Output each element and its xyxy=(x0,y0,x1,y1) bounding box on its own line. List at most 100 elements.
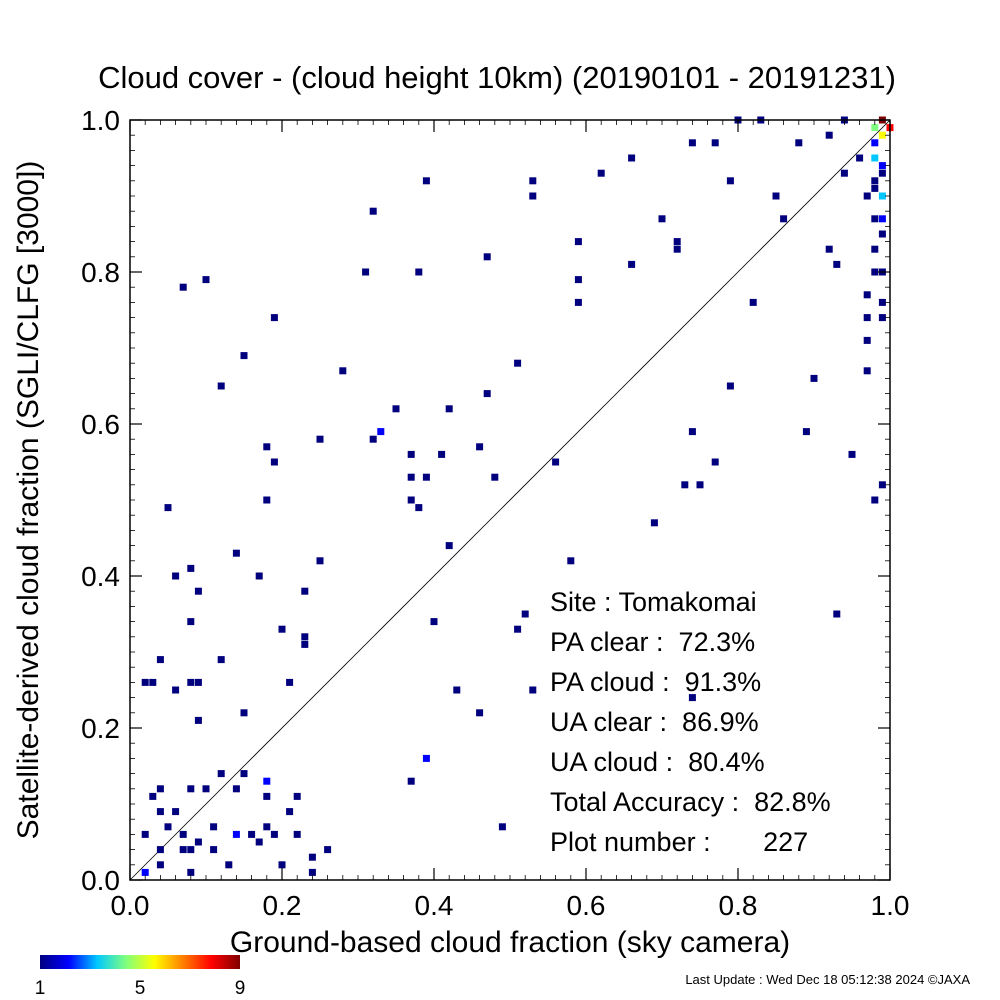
data-cell xyxy=(141,868,149,876)
data-cell xyxy=(392,405,400,413)
y-tick-labels: 0.0 0.2 0.4 0.6 0.8 1.0 xyxy=(81,105,120,896)
data-cell xyxy=(187,785,195,793)
data-cell xyxy=(369,207,377,215)
data-cell xyxy=(308,868,316,876)
data-cell xyxy=(878,169,886,177)
last-update-footer: Last Update : Wed Dec 18 05:12:38 2024 ©… xyxy=(685,972,970,987)
x-tick-label: 0.8 xyxy=(719,890,758,921)
data-cell xyxy=(194,678,202,686)
data-cell xyxy=(240,770,248,778)
data-cell xyxy=(871,496,879,504)
pa-cloud-value: PA cloud : 91.3% xyxy=(550,667,762,697)
x-tick-label: 0.2 xyxy=(263,890,302,921)
ua-cloud-value: UA cloud : 80.4% xyxy=(550,747,765,777)
data-cell xyxy=(825,131,833,139)
data-cell xyxy=(225,861,233,869)
data-cell xyxy=(567,557,575,565)
data-cell xyxy=(514,625,522,633)
data-cell xyxy=(415,504,423,512)
data-cell xyxy=(210,846,218,854)
data-cell xyxy=(476,443,484,451)
data-cell xyxy=(498,823,506,831)
data-cell xyxy=(194,587,202,595)
data-cell xyxy=(194,838,202,846)
data-cell xyxy=(263,823,271,831)
data-cell xyxy=(217,770,225,778)
data-cell xyxy=(263,777,271,785)
data-cell xyxy=(688,428,696,436)
colorbar-tick-label: 1 xyxy=(35,978,46,999)
statistics-panel: Site : Tomakomai PA clear : 72.3% PA clo… xyxy=(550,582,831,862)
data-cell xyxy=(628,260,636,268)
data-cell xyxy=(574,238,582,246)
data-cell xyxy=(179,846,187,854)
x-tick-labels: 0.0 0.2 0.4 0.6 0.8 1.0 xyxy=(111,890,910,921)
data-cell xyxy=(194,716,202,724)
data-cell xyxy=(141,830,149,838)
data-cell xyxy=(422,754,430,762)
data-cell xyxy=(422,177,430,185)
data-cell xyxy=(863,336,871,344)
data-cell xyxy=(407,496,415,504)
data-cell xyxy=(407,450,415,458)
data-cell xyxy=(286,678,294,686)
data-cell xyxy=(369,435,377,443)
data-cell xyxy=(871,268,879,276)
data-cell xyxy=(871,154,879,162)
x-tick-label: 0.4 xyxy=(415,890,454,921)
data-cell xyxy=(878,131,886,139)
data-cell xyxy=(529,192,537,200)
x-axis-label: Ground-based cloud fraction (sky camera) xyxy=(230,926,790,959)
data-cell xyxy=(156,846,164,854)
y-tick-label: 0.6 xyxy=(81,409,120,440)
data-cell xyxy=(445,542,453,550)
data-cell xyxy=(156,808,164,816)
data-cell xyxy=(658,215,666,223)
data-cell xyxy=(476,709,484,717)
data-cell xyxy=(240,352,248,360)
data-cell xyxy=(240,709,248,717)
data-cell xyxy=(187,618,195,626)
total-accuracy-value: Total Accuracy : 82.8% xyxy=(550,787,831,817)
plot-frame xyxy=(129,119,891,881)
data-cell xyxy=(438,450,446,458)
plot-area xyxy=(129,116,894,881)
data-cell xyxy=(453,686,461,694)
data-cell xyxy=(187,868,195,876)
y-tick-label: 0.2 xyxy=(81,713,120,744)
data-cell xyxy=(232,830,240,838)
data-cell xyxy=(172,686,180,694)
data-cell xyxy=(878,314,886,322)
data-cell xyxy=(156,785,164,793)
data-cell xyxy=(164,504,172,512)
plot-number-value: Plot number : 227 xyxy=(550,827,809,857)
data-cell xyxy=(597,169,605,177)
data-cell xyxy=(514,359,522,367)
data-cell xyxy=(863,291,871,299)
data-cell xyxy=(848,450,856,458)
data-cell xyxy=(795,139,803,147)
data-cell xyxy=(293,830,301,838)
data-cell xyxy=(377,428,385,436)
data-cell xyxy=(871,177,879,185)
data-cell xyxy=(422,473,430,481)
axis-ticks xyxy=(129,119,891,881)
site-label: Site : Tomakomai xyxy=(550,587,757,617)
data-cell xyxy=(483,253,491,261)
data-cell xyxy=(878,298,886,306)
y-tick-label: 0.4 xyxy=(81,561,120,592)
data-cell xyxy=(316,557,324,565)
data-cell xyxy=(491,473,499,481)
data-cell xyxy=(871,124,879,132)
data-cell xyxy=(688,139,696,147)
data-cell xyxy=(156,861,164,869)
colorbar-tick-labels: 1 5 9 xyxy=(35,978,246,999)
data-cell xyxy=(574,276,582,284)
data-cell xyxy=(217,656,225,664)
data-cell xyxy=(825,245,833,253)
data-cell xyxy=(529,686,537,694)
data-cell xyxy=(293,792,301,800)
data-cell xyxy=(430,618,438,626)
data-cell xyxy=(833,610,841,618)
data-cell xyxy=(210,823,218,831)
